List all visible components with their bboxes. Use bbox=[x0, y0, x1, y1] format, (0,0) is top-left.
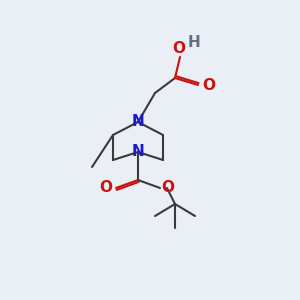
Text: H: H bbox=[188, 35, 201, 50]
Text: O: O bbox=[202, 77, 215, 92]
Text: N: N bbox=[132, 115, 144, 130]
Text: N: N bbox=[132, 145, 144, 160]
Text: O: O bbox=[172, 41, 185, 56]
Text: O: O bbox=[161, 181, 174, 196]
Text: O: O bbox=[99, 181, 112, 196]
